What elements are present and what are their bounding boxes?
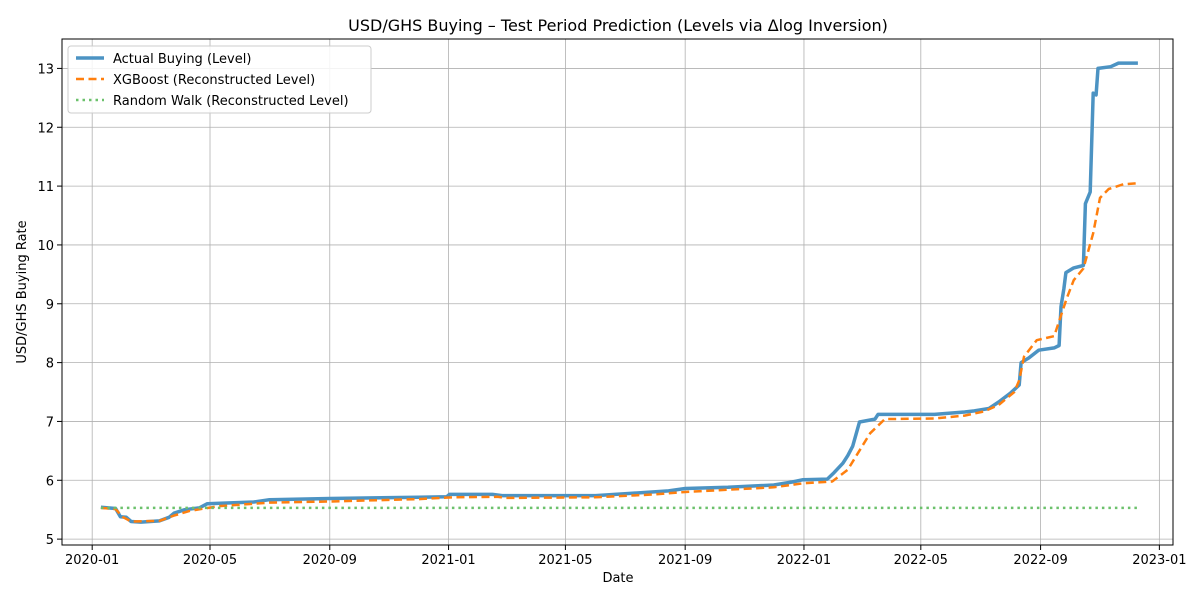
x-axis-label: Date <box>602 571 633 586</box>
x-axis: 2020-01 2020-05 2020-09 2021-01 2021-05 2021-… <box>65 545 1187 568</box>
x-tick-label: 2020-01 <box>65 553 119 568</box>
x-tick-label: 2021-01 <box>421 553 475 568</box>
y-tick-label: 13 <box>37 62 54 77</box>
y-axis: 5 6 7 8 9 10 11 12 13 <box>37 62 62 548</box>
legend-label-xgboost: XGBoost (Reconstructed Level) <box>113 73 315 88</box>
y-tick-label: 7 <box>46 415 54 430</box>
y-tick-label: 10 <box>37 239 54 254</box>
y-tick-label: 12 <box>37 121 54 136</box>
y-tick-label: 8 <box>46 357 54 372</box>
x-tick-label: 2021-05 <box>538 553 592 568</box>
x-tick-label: 2020-09 <box>303 553 357 568</box>
y-tick-label: 9 <box>46 298 54 313</box>
chart-title: USD/GHS Buying – Test Period Prediction … <box>348 16 888 35</box>
x-tick-label: 2021-09 <box>658 553 712 568</box>
plot-frame <box>61 38 1174 546</box>
legend-label-actual: Actual Buying (Level) <box>113 52 251 67</box>
x-tick-label: 2022-09 <box>1013 553 1067 568</box>
x-tick-label: 2022-01 <box>777 553 831 568</box>
grid-lines <box>62 39 1173 545</box>
legend: Actual Buying (Level) XGBoost (Reconstru… <box>67 45 372 114</box>
y-axis-label: USD/GHS Buying Rate <box>15 220 30 363</box>
legend-box <box>67 45 372 114</box>
y-tick-label: 11 <box>37 180 54 195</box>
series-line-1 <box>100 181 1138 523</box>
x-tick-label: 2023-01 <box>1132 553 1186 568</box>
x-tick-label: 2020-05 <box>183 553 237 568</box>
y-tick-label: 6 <box>46 474 54 489</box>
x-tick-label: 2022-05 <box>894 553 948 568</box>
y-tick-label: 5 <box>46 533 54 548</box>
legend-label-random-walk: Random Walk (Reconstructed Level) <box>113 94 349 109</box>
plot-lines <box>100 61 1138 524</box>
